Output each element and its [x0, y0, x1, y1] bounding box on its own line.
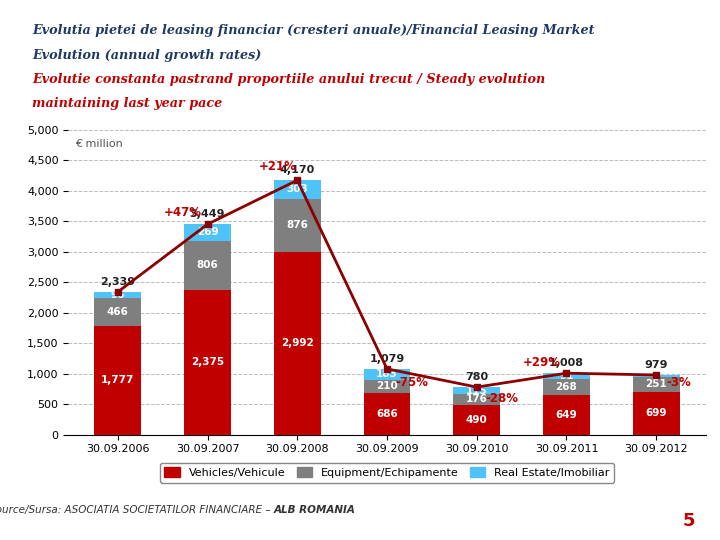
- Text: maintaining last year pace: maintaining last year pace: [32, 97, 222, 110]
- Text: 466: 466: [107, 307, 129, 317]
- Text: 876: 876: [287, 220, 308, 231]
- Text: 2,375: 2,375: [191, 357, 224, 367]
- Text: +29%: +29%: [523, 356, 560, 369]
- Bar: [543, 395, 590, 435]
- Text: 1,008: 1,008: [549, 359, 584, 368]
- Text: Evolutie constanta pastrand proportiile anului trecut / Steady evolution: Evolutie constanta pastrand proportiile …: [32, 73, 546, 86]
- Bar: [454, 405, 500, 435]
- Bar: [274, 199, 320, 252]
- Bar: [633, 392, 680, 435]
- Text: 5: 5: [683, 512, 695, 530]
- Text: 96: 96: [111, 290, 125, 300]
- Text: 210: 210: [376, 381, 398, 391]
- Bar: [543, 379, 590, 395]
- Text: 2,339: 2,339: [100, 277, 135, 287]
- Text: 3,449: 3,449: [190, 210, 225, 219]
- Bar: [184, 290, 231, 435]
- Text: +47%: +47%: [163, 206, 202, 219]
- Text: 780: 780: [465, 372, 488, 382]
- Text: Evolution (annual growth rates): Evolution (annual growth rates): [32, 49, 261, 62]
- Text: -3%: -3%: [666, 376, 691, 389]
- Text: Evolutia pietei de leasing financiar (cresteri anuale)/Financial Leasing Market: Evolutia pietei de leasing financiar (cr…: [32, 24, 595, 37]
- Bar: [454, 387, 500, 394]
- Text: 2,992: 2,992: [281, 339, 314, 348]
- Bar: [364, 393, 410, 435]
- Bar: [184, 224, 231, 241]
- Text: 490: 490: [466, 415, 487, 425]
- Text: 686: 686: [376, 409, 398, 419]
- Text: Source/Sursa: ASOCIATIA SOCIETATILOR FINANCIARE –: Source/Sursa: ASOCIATIA SOCIETATILOR FIN…: [0, 505, 274, 515]
- Text: -28%: -28%: [485, 392, 518, 404]
- Bar: [364, 380, 410, 393]
- Text: 1,777: 1,777: [101, 375, 135, 386]
- Bar: [543, 373, 590, 379]
- Bar: [94, 292, 141, 298]
- Bar: [274, 180, 320, 199]
- Bar: [184, 241, 231, 290]
- Bar: [633, 377, 680, 392]
- Bar: [94, 298, 141, 326]
- Bar: [274, 252, 320, 435]
- Text: 806: 806: [197, 260, 218, 270]
- Text: 251: 251: [645, 380, 667, 389]
- Text: 176: 176: [466, 394, 487, 404]
- Text: 699: 699: [646, 408, 667, 418]
- Bar: [364, 369, 410, 380]
- Text: ALB ROMANIA: ALB ROMANIA: [274, 505, 356, 515]
- Text: +21%: +21%: [258, 160, 297, 173]
- Text: 115: 115: [466, 386, 487, 396]
- Text: 91: 91: [559, 371, 574, 381]
- Text: 269: 269: [197, 227, 218, 238]
- Legend: Vehicles/Vehicule, Equipment/Echipamente, Real Estate/Imobiliar: Vehicles/Vehicule, Equipment/Echipamente…: [160, 463, 614, 483]
- Text: 649: 649: [556, 410, 577, 420]
- Text: € million: € million: [75, 139, 122, 148]
- Bar: [633, 375, 680, 377]
- Bar: [454, 394, 500, 405]
- Text: 4,170: 4,170: [279, 165, 315, 176]
- Text: 1,079: 1,079: [369, 354, 405, 364]
- Bar: [94, 326, 141, 435]
- Text: 303: 303: [287, 185, 308, 194]
- Text: 183: 183: [376, 369, 398, 380]
- Text: -75%: -75%: [395, 376, 428, 389]
- Text: 268: 268: [556, 382, 577, 392]
- Text: 979: 979: [644, 360, 668, 370]
